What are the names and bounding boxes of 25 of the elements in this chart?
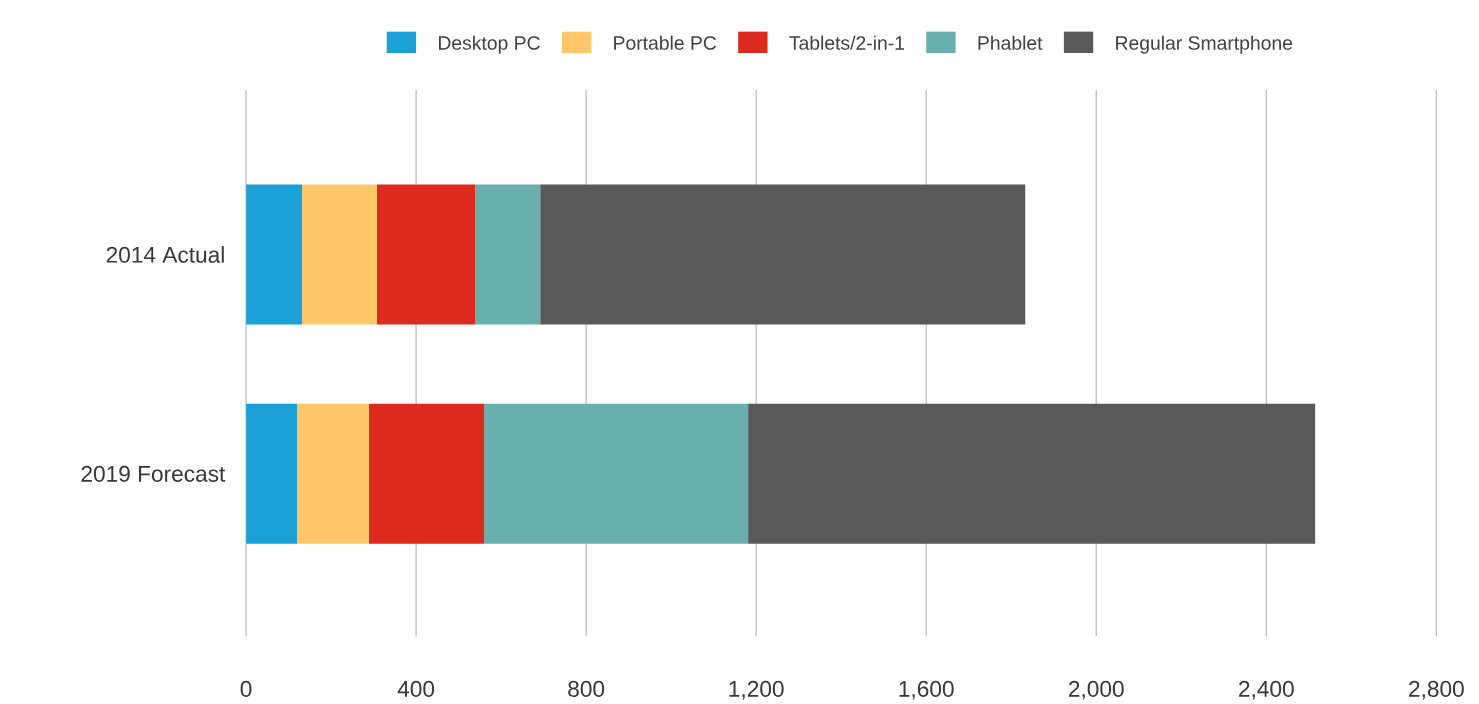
legend-label: Regular Smartphone [1116,35,1293,54]
bar [484,403,749,544]
x-tick-label: 400 [397,680,435,697]
bar [475,184,541,325]
x-tick-label: 2,400 [1239,680,1294,700]
bar [748,403,1316,544]
x-tick-label: 1,200 [729,680,784,700]
bar [297,403,369,544]
bar [540,184,1026,325]
bar [376,184,476,325]
legend-label: Phablet [978,35,1043,50]
legend-label: Tablets/2-in-1 [789,35,904,50]
x-tick-label: 0 [240,680,252,697]
legend-label: Desktop PC [438,35,540,54]
y-tick-label: 2014 Actual [106,246,224,263]
x-tick-label: 800 [568,680,605,697]
y-tick-label: 2019 Forecast [81,465,226,482]
bar [368,403,485,544]
bar [246,403,298,544]
x-tick-label: 2,000 [1069,680,1124,700]
legend-label: Portable PC [614,35,717,50]
x-tick-label: 1,600 [899,680,954,700]
bar [246,184,303,325]
bar [302,184,377,325]
x-tick-label: 2,800 [1409,680,1464,700]
